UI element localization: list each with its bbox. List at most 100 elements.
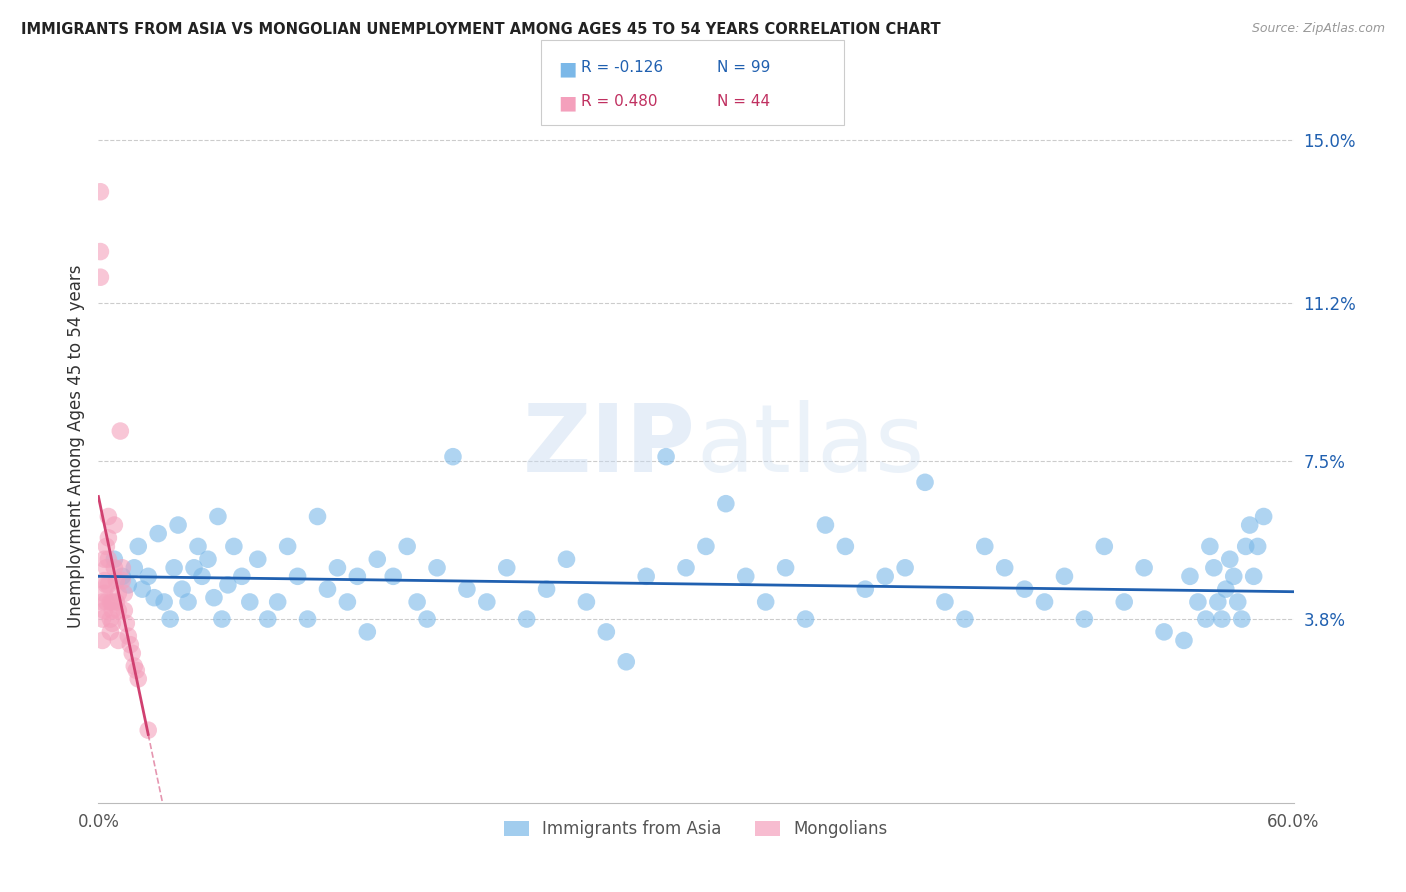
- Point: [103, 561, 125, 575]
- Point: [98, 595, 122, 609]
- Point: [127, 540, 149, 554]
- Point: [894, 561, 917, 575]
- Point: [1073, 612, 1095, 626]
- Point: [103, 518, 125, 533]
- Point: [297, 612, 319, 626]
- Point: [734, 569, 756, 583]
- Point: [714, 497, 737, 511]
- Point: [117, 578, 139, 592]
- Point: [107, 633, 129, 648]
- Point: [121, 646, 143, 660]
- Point: [207, 509, 229, 524]
- Point: [1195, 612, 1218, 626]
- Point: [97, 552, 120, 566]
- Point: [91, 595, 114, 609]
- Point: [426, 561, 449, 575]
- Point: [655, 450, 678, 464]
- Point: [124, 659, 146, 673]
- Point: [287, 569, 309, 583]
- Point: [834, 540, 856, 554]
- Point: [456, 582, 478, 596]
- Point: [416, 612, 439, 626]
- Point: [107, 586, 129, 600]
- Point: [117, 629, 139, 643]
- Text: N = 99: N = 99: [717, 60, 770, 75]
- Legend: Immigrants from Asia, Mongolians: Immigrants from Asia, Mongolians: [498, 814, 894, 845]
- Point: [1226, 595, 1249, 609]
- Y-axis label: Unemployment Among Ages 45 to 54 years: Unemployment Among Ages 45 to 54 years: [66, 264, 84, 628]
- Point: [131, 582, 153, 596]
- Point: [89, 270, 111, 285]
- Point: [93, 586, 115, 600]
- Point: [153, 595, 176, 609]
- Point: [1173, 633, 1195, 648]
- Point: [675, 561, 697, 575]
- Text: N = 44: N = 44: [717, 94, 770, 109]
- Point: [555, 552, 578, 566]
- Point: [202, 591, 225, 605]
- Point: [183, 561, 205, 575]
- Point: [112, 586, 135, 600]
- Point: [775, 561, 797, 575]
- Point: [267, 595, 290, 609]
- Point: [575, 595, 598, 609]
- Point: [1202, 561, 1225, 575]
- Point: [441, 450, 464, 464]
- Point: [934, 595, 956, 609]
- Point: [167, 518, 190, 533]
- Point: [110, 424, 132, 438]
- Point: [96, 540, 118, 554]
- Point: [1230, 612, 1253, 626]
- Point: [326, 561, 349, 575]
- Point: [96, 595, 118, 609]
- Point: [1223, 569, 1246, 583]
- Point: [115, 616, 138, 631]
- Point: [316, 582, 339, 596]
- Point: [239, 595, 262, 609]
- Point: [406, 595, 429, 609]
- Point: [93, 603, 115, 617]
- Point: [187, 540, 209, 554]
- Point: [1247, 540, 1270, 554]
- Point: [97, 509, 120, 524]
- Point: [1199, 540, 1222, 554]
- Point: [111, 569, 134, 583]
- Point: [105, 574, 128, 588]
- Point: [307, 509, 329, 524]
- Point: [794, 612, 817, 626]
- Point: [695, 540, 717, 554]
- Point: [1114, 595, 1136, 609]
- Point: [1178, 569, 1201, 583]
- Point: [1092, 540, 1115, 554]
- Point: [1219, 552, 1241, 566]
- Point: [336, 595, 359, 609]
- Text: IMMIGRANTS FROM ASIA VS MONGOLIAN UNEMPLOYMENT AMONG AGES 45 TO 54 YEARS CORRELA: IMMIGRANTS FROM ASIA VS MONGOLIAN UNEMPL…: [21, 22, 941, 37]
- Point: [953, 612, 976, 626]
- Point: [97, 531, 120, 545]
- Point: [211, 612, 233, 626]
- Point: [136, 723, 159, 738]
- Point: [136, 569, 159, 583]
- Point: [91, 633, 114, 648]
- Point: [98, 624, 122, 639]
- Point: [89, 185, 111, 199]
- Point: [191, 569, 214, 583]
- Point: [163, 561, 186, 575]
- Point: [875, 569, 897, 583]
- Point: [853, 582, 876, 596]
- Point: [93, 574, 115, 588]
- Text: ZIP: ZIP: [523, 400, 696, 492]
- Point: [366, 552, 388, 566]
- Point: [973, 540, 995, 554]
- Point: [246, 552, 269, 566]
- Point: [1206, 595, 1229, 609]
- Point: [96, 561, 118, 575]
- Text: Source: ZipAtlas.com: Source: ZipAtlas.com: [1251, 22, 1385, 36]
- Point: [346, 569, 368, 583]
- Point: [217, 578, 239, 592]
- Point: [1053, 569, 1076, 583]
- Point: [125, 663, 148, 677]
- Text: ■: ■: [558, 94, 576, 112]
- Point: [96, 578, 118, 592]
- Point: [111, 561, 134, 575]
